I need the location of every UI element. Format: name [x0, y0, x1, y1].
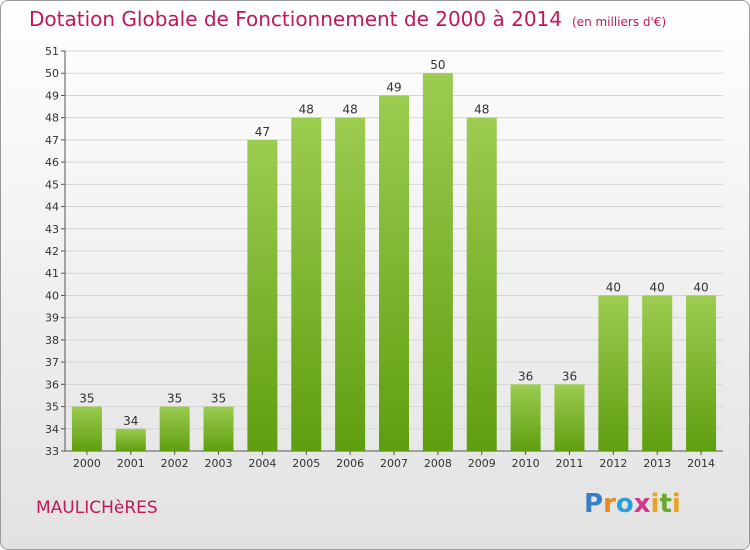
x-tick-label: 2003	[205, 457, 233, 470]
bar-value-label: 50	[430, 58, 445, 72]
y-tick-label: 49	[45, 89, 59, 102]
bar	[466, 117, 497, 452]
y-tick-label: 42	[45, 245, 59, 258]
y-tick-label: 37	[45, 356, 59, 369]
y-tick-label: 44	[45, 201, 59, 214]
x-tick-label: 2002	[161, 457, 189, 470]
x-tick-label: 2014	[687, 457, 715, 470]
bar	[159, 406, 190, 451]
logo-letter: i	[650, 489, 660, 519]
y-tick-label: 38	[45, 334, 59, 347]
proxiti-logo: Proxiti	[584, 489, 681, 519]
bar	[422, 73, 453, 451]
bar-value-label: 35	[167, 392, 182, 406]
logo-letter: x	[633, 489, 651, 519]
bar	[247, 139, 278, 451]
bar	[642, 295, 673, 451]
bar	[510, 384, 541, 451]
bar-value-label: 35	[79, 392, 94, 406]
y-tick-label: 35	[45, 401, 59, 414]
bar-value-label: 34	[123, 414, 138, 428]
x-tick-label: 2007	[380, 457, 408, 470]
bar-value-label: 48	[342, 103, 357, 117]
x-tick-label: 2004	[248, 457, 276, 470]
labels: 33 34 35 36 37 38 39 40 41 42 43 44 45 46 47 48 49 50 51 35…	[45, 45, 715, 470]
bar-value-label: 40	[606, 280, 621, 294]
logo-letter: P	[584, 489, 604, 519]
bar	[598, 295, 629, 451]
bar-value-label: 49	[386, 80, 401, 94]
y-tick-label: 48	[45, 112, 59, 125]
bar-value-label: 47	[255, 125, 270, 139]
x-tick-label: 2006	[336, 457, 364, 470]
x-tick-label: 2000	[73, 457, 101, 470]
x-tick-label: 2009	[468, 457, 496, 470]
y-tick-label: 51	[45, 45, 59, 58]
bars	[71, 73, 717, 452]
x-tick-label: 2008	[424, 457, 452, 470]
y-tick-label: 47	[45, 134, 59, 147]
bar-value-label: 36	[562, 369, 577, 383]
bar-value-label: 40	[693, 280, 708, 294]
y-tick-label: 41	[45, 267, 59, 280]
commune-name: MAULICHèRES	[36, 498, 158, 518]
x-tick-label: 2012	[599, 457, 627, 470]
bar	[686, 295, 717, 451]
logo-letter: i	[671, 489, 681, 519]
bar	[379, 95, 409, 451]
x-tick-label: 2013	[643, 457, 671, 470]
bar	[554, 384, 585, 451]
chart-title-block: Dotation Globale de Fonctionnement de 20…	[29, 7, 666, 31]
bar	[203, 406, 234, 451]
chart-subtitle: (en milliers d'€)	[572, 15, 667, 29]
logo-letter: t	[659, 489, 672, 519]
x-tick-label: 2011	[555, 457, 583, 470]
bar	[115, 428, 146, 451]
y-tick-label: 40	[45, 289, 59, 302]
x-tick-label: 2010	[512, 457, 540, 470]
y-tick-label: 39	[45, 312, 59, 325]
y-tick-label: 43	[45, 223, 59, 236]
logo-letter: o	[615, 489, 634, 519]
y-tick-label: 50	[45, 67, 59, 80]
logo-letter: r	[603, 489, 616, 519]
chart-title: Dotation Globale de Fonctionnement de 20…	[29, 7, 562, 31]
bar	[291, 117, 322, 452]
x-tick-label: 2001	[117, 457, 145, 470]
bar-value-label: 48	[474, 103, 489, 117]
bar	[335, 117, 366, 452]
x-tick-label: 2005	[292, 457, 320, 470]
y-tick-label: 33	[45, 445, 59, 458]
bar-value-label: 36	[518, 369, 533, 383]
bar-value-label: 40	[650, 280, 665, 294]
bar	[71, 406, 102, 451]
y-tick-label: 36	[45, 378, 59, 391]
bar-value-label: 35	[211, 392, 226, 406]
y-tick-label: 46	[45, 156, 59, 169]
bar-value-label: 48	[299, 103, 314, 117]
y-tick-label: 34	[45, 423, 59, 436]
y-tick-label: 45	[45, 178, 59, 191]
